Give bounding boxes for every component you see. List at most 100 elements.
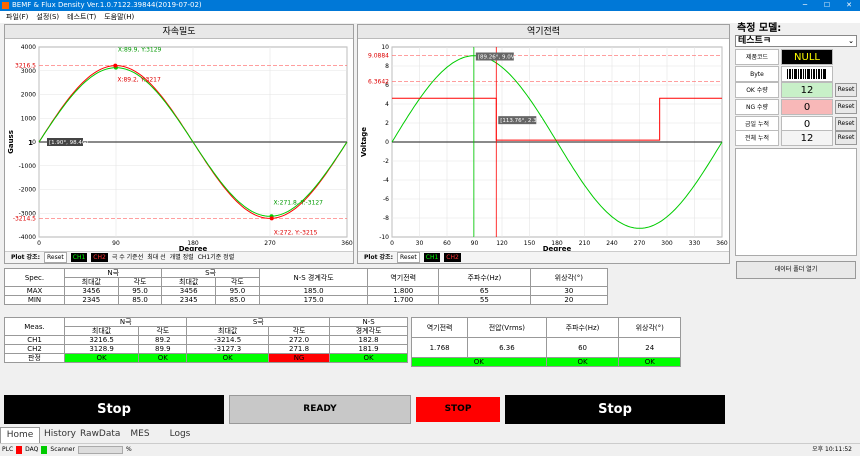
table-cell: 1.768 [410, 337, 469, 358]
ok-reset-button[interactable]: Reset [835, 83, 857, 97]
tab-mes[interactable]: MES [130, 429, 150, 439]
table-cell: 182.8 [329, 335, 408, 345]
y-tick-label: -3000 [19, 210, 37, 217]
percent-label: % [125, 446, 132, 453]
table-cell: 95.0 [214, 286, 260, 296]
ch2-toggle[interactable]: CH2 [91, 253, 108, 262]
spec-s-max-header: 최대값 [161, 277, 216, 287]
minimize-button[interactable]: ─ [802, 1, 808, 9]
y-tick-label: 4 [385, 101, 389, 108]
ng-count-value: 0 [781, 99, 833, 115]
table-cell: 181.9 [329, 344, 408, 354]
pole-baseline-option[interactable]: 극 수 기준선 [111, 254, 144, 261]
ch1-bemf-series [391, 55, 723, 229]
x-axis-label: Degree [543, 245, 572, 251]
bemf-chart-toolbar: Plot 강조: Reset CH1 CH2 [358, 251, 729, 263]
ready-button[interactable]: READY [229, 395, 411, 424]
meas-n-pole-header: N극 [63, 317, 188, 327]
ch2-min-point [269, 216, 274, 221]
meas-n-max-header: 최대값 [63, 326, 140, 336]
menu-file[interactable]: 파일(F) [6, 13, 29, 21]
stop-button-right[interactable]: Stop [505, 395, 725, 424]
menu-bar: 파일(F) 설정(S) 테스트(T) 도움말(H) [0, 11, 860, 23]
today-reset-button[interactable]: Reset [835, 117, 857, 131]
ch2-min-annotation: X:272, Y:-3215 [274, 229, 318, 236]
ch1-align-option[interactable]: CH1기준 정렬 [197, 254, 235, 261]
judge-row: 판정 OK OK OK NG OK [4, 353, 408, 363]
table-cell: 3128.9 [63, 344, 140, 354]
table-cell: 2345 [64, 295, 119, 305]
ch2-signal-series [392, 97, 722, 141]
tab-home[interactable]: Home [0, 427, 40, 443]
y-tick-label: -6 [383, 196, 389, 203]
y-tick-label: 6 [385, 82, 389, 89]
y-tick-label: 0 [32, 139, 36, 146]
meas-title: Meas. [4, 317, 65, 336]
individual-align-option[interactable]: 개별 정렬 [169, 254, 194, 261]
y-axis-label: Gauss [7, 130, 15, 154]
table-cell: 95.0 [117, 286, 163, 296]
menu-help[interactable]: 도움말(H) [104, 13, 135, 21]
total-count-label: 전체 누적 [735, 130, 779, 146]
close-button[interactable]: ✕ [846, 1, 852, 9]
cursor-2-label: [113.76°, 2.3V] [500, 118, 542, 124]
ng-reset-button[interactable]: Reset [835, 100, 857, 114]
flux-chart-title: 자속밀도 [5, 25, 353, 39]
max-line-option[interactable]: 최대 선 [147, 254, 166, 261]
ch2-toggle-2[interactable]: CH2 [444, 253, 461, 262]
open-data-folder-button[interactable]: 데이터 폴더 열기 [736, 261, 856, 279]
tab-rawdata[interactable]: RawData [80, 429, 121, 439]
maximize-button[interactable]: ☐ [823, 1, 831, 9]
meas-ns-header-top: N-S [329, 317, 408, 327]
tab-logs[interactable]: Logs [169, 429, 191, 439]
total-reset-button[interactable]: Reset [835, 131, 857, 145]
table-cell: 272.0 [267, 335, 331, 345]
table-cell: 85.0 [214, 295, 260, 305]
ch1-toggle-2[interactable]: CH1 [423, 253, 441, 262]
side-log-box [735, 148, 857, 256]
reset-plot-button[interactable]: Reset [43, 252, 67, 263]
tab-bar: Home History RawData MES Logs [0, 427, 860, 443]
ok-count-label: OK 수량 [735, 82, 779, 98]
title-bar: BEMF & Flux Density Ver.1.0.7122.39844(2… [0, 0, 860, 11]
stop-button[interactable]: STOP [416, 397, 500, 422]
judge-cell: OK [63, 353, 140, 363]
model-value: 테스트ㅋ [738, 36, 772, 46]
menu-settings[interactable]: 설정(S) [36, 13, 60, 21]
plc-status-led [16, 446, 23, 454]
max-reference-label: 3216.5 [15, 63, 36, 70]
flux-chart-panel: 자속밀도 4000 3000 2000 1000 0 -1000 -2000 -3000 -40… [4, 24, 354, 264]
reset-plot-button-2[interactable]: Reset [396, 252, 420, 263]
stop-button-left[interactable]: Stop [4, 395, 224, 424]
model-select[interactable]: 테스트ㅋ ⌄ [735, 35, 857, 47]
y-tick-label: -1000 [19, 163, 37, 170]
tab-history[interactable]: History [43, 429, 77, 439]
ch1-toggle[interactable]: CH1 [70, 253, 88, 262]
ch2-max-point [113, 63, 118, 68]
y-tick-label: 10 [381, 44, 389, 51]
x-tick-label: 300 [661, 240, 673, 247]
menu-test[interactable]: 테스트(T) [67, 13, 97, 21]
y-tick-label: -8 [383, 215, 389, 222]
y-tick-label: 1000 [21, 115, 36, 122]
side-panel: 측정 모델: 테스트ㅋ ⌄ 제품코드 NULL Byte OK 수량 12 Re… [733, 23, 860, 443]
judge-cell: OK [329, 353, 408, 363]
daq-status-led [41, 446, 48, 454]
flux-chart-toolbar: Plot 강조: Reset CH1 CH2 극 수 기준선 최대 선 개별 정… [5, 251, 353, 263]
x-tick-label: 360 [716, 240, 728, 247]
meas-ns-header-bottom: 경계각도 [329, 326, 408, 336]
phase-header: 위상각(°) [618, 317, 681, 338]
spec-ns-header: N-S 경계각도 [258, 268, 369, 287]
x-tick-label: 210 [579, 240, 591, 247]
y-tick-label: -2 [383, 158, 389, 165]
table-cell: 89.2 [138, 335, 188, 345]
x-tick-label: 90 [112, 240, 120, 247]
byte-row: Byte [735, 66, 857, 82]
x-tick-label: 270 [264, 240, 276, 247]
spec-n-angle-header: 각도 [117, 277, 163, 287]
x-tick-label: 150 [524, 240, 536, 247]
table-cell: 30 [529, 286, 609, 296]
ch1-min-annotation: X:271.8, Y:-3127 [274, 199, 324, 206]
